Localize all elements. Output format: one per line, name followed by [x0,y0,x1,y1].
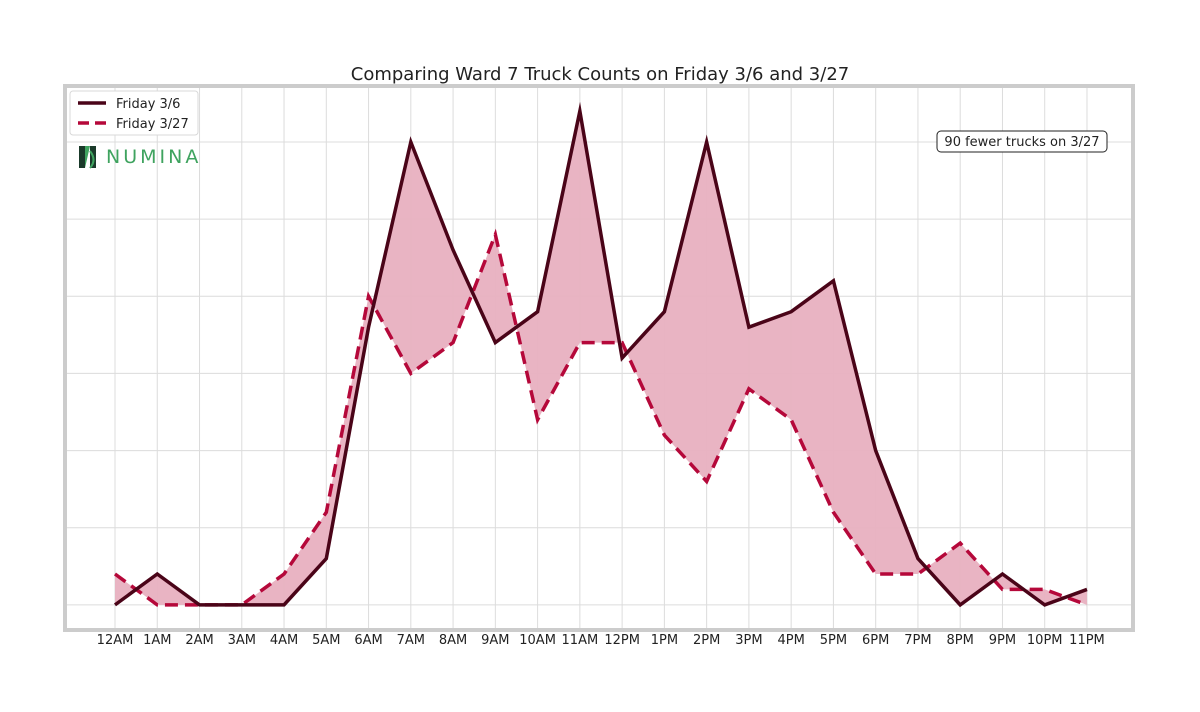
chart-title: Comparing Ward 7 Truck Counts on Friday … [351,64,849,85]
legend-label-friday-3-27: Friday 3/27 [116,117,189,132]
x-tick-label: 9AM [481,633,509,648]
x-tick-label: 11PM [1069,633,1105,648]
x-tick-label: 5PM [820,633,847,648]
difference-fill [115,111,1087,605]
x-tick-label: 3AM [228,633,256,648]
x-tick-label: 12AM [97,633,134,648]
annotation-box [936,130,1108,153]
legend: Friday 3/6 Friday 3/27 [69,90,199,136]
x-tick-label: 10PM [1027,633,1063,648]
annotation-text: 90 fewer trucks on 3/27 [944,135,1099,150]
grid [67,88,1131,628]
x-tick-label: 1AM [143,633,171,648]
numina-logo-mark-icon [79,146,96,169]
x-tick-label: 8AM [439,633,467,648]
x-tick-label: 12PM [604,633,640,648]
numina-logo-text: NUMINA [106,146,201,168]
x-tick-label: 11AM [562,633,599,648]
x-tick-label: 10AM [519,633,556,648]
x-tick-label: 7AM [397,633,425,648]
series-line-friday-3-6 [113,101,1088,608]
difference-area [115,111,1087,605]
numina-logo: NUMINA [79,146,201,169]
annotation: 90 fewer trucks on 3/27 [936,130,1108,153]
x-tick-label: 3PM [735,633,762,648]
x-tick-label: 4PM [777,633,804,648]
legend-label-friday-3-6: Friday 3/6 [116,97,180,112]
x-tick-label: 7PM [904,633,931,648]
x-axis-ticks: 12AM 1AM 2AM 3AM 4AM 5AM 6AM 7AM 8AM 9AM 10AM 11AM 1… [97,633,1105,648]
x-tick-label: 5AM [312,633,340,648]
x-tick-label: 8PM [947,633,974,648]
plot-frame [63,84,1135,632]
x-tick-label: 9PM [989,633,1016,648]
x-tick-label: 4AM [270,633,298,648]
series-lines [113,101,1088,608]
x-tick-label: 2PM [693,633,720,648]
x-tick-label: 6AM [354,633,382,648]
x-tick-label: 2AM [185,633,213,648]
x-tick-label: 6PM [862,633,889,648]
x-tick-label: 1PM [651,633,678,648]
